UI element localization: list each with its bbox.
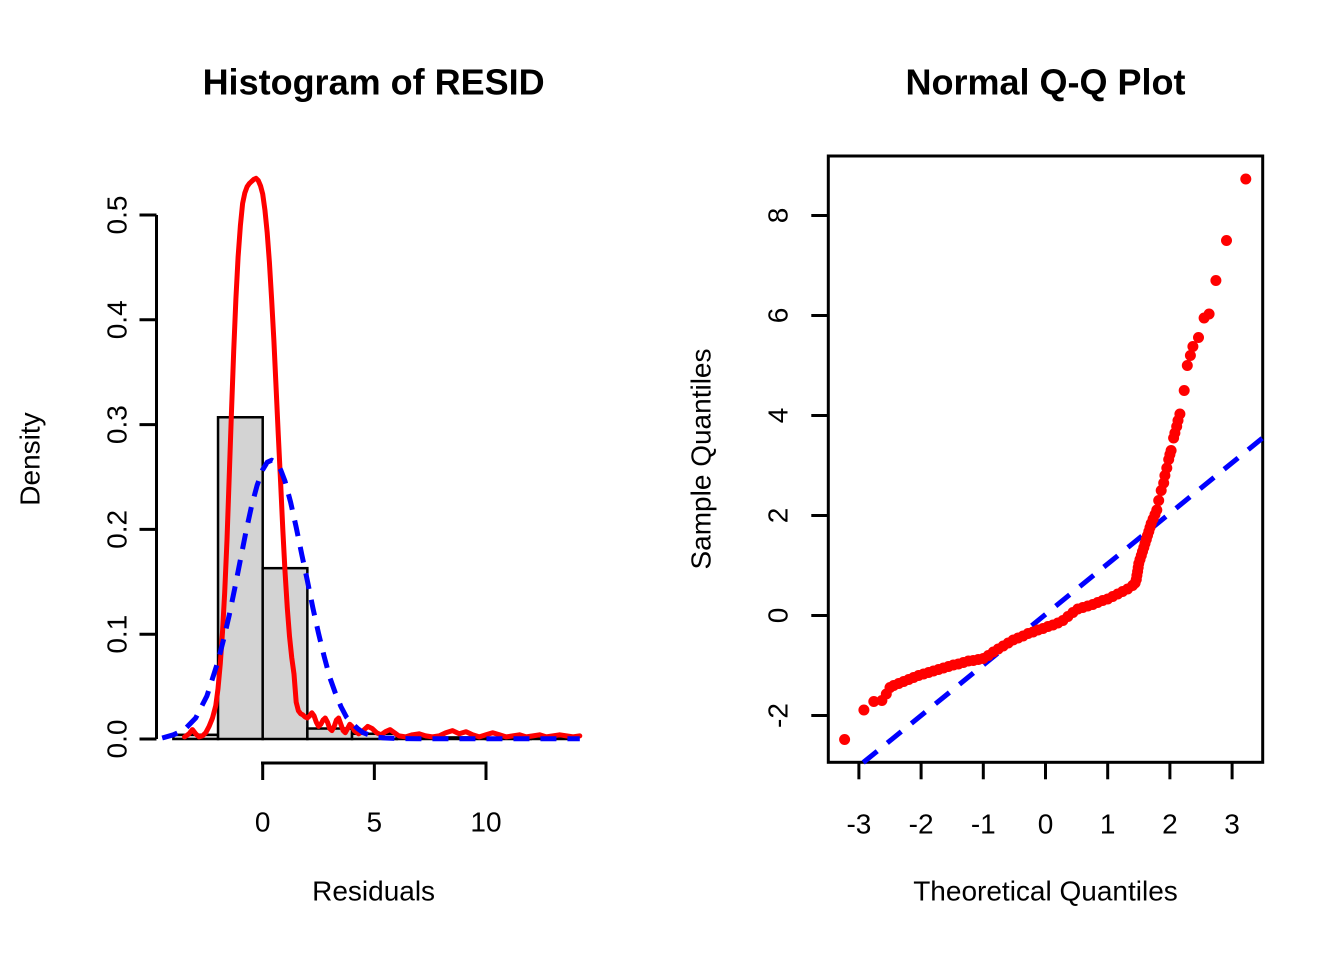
qq-point [1151,504,1163,516]
qq-x-tick-label: 1 [1100,809,1116,840]
qq-x-tick-label: 2 [1162,809,1178,840]
histogram-title: Histogram of RESID [203,62,545,103]
qq-xlabel: Theoretical Quantiles [913,876,1178,907]
qq-point [1161,462,1173,474]
normal-curve [161,457,580,742]
histogram-y-tick-label: 0.4 [102,300,133,339]
qq-y-tick-label: -2 [763,703,794,728]
qq-point [839,734,851,745]
histogram-y-tick-label: 0.2 [102,510,133,549]
qq-point [1210,275,1222,286]
qq-point [1174,408,1186,420]
qq-y-tick-label: 2 [763,508,794,524]
qq-title: Normal Q-Q Plot [905,62,1185,103]
qq-x-tick-label: 0 [1038,809,1054,840]
qq-plot-box [826,154,1265,764]
qq-y-tick-label: 6 [763,308,794,324]
qq-y-tick-label: 4 [763,408,794,424]
qq-reference-line [861,436,1265,765]
qq-point [1240,173,1252,185]
qq-x-tick-label: 3 [1224,809,1240,840]
qq-point [1178,385,1190,396]
qq-point [1187,341,1199,352]
qq-point [1181,360,1193,371]
histogram-x-tick-label: 5 [367,807,383,838]
histogram-y-tick-label: 0.5 [102,196,133,235]
qq-point [1221,235,1232,246]
qq-point [858,704,870,716]
qq-x-tick-label: -3 [846,809,871,840]
qq-y-tick-label: 0 [763,608,794,624]
qq-point [1153,495,1165,506]
kde-curve [182,175,583,740]
qq-point [868,696,880,707]
histogram-y-tick-label: 0.1 [102,615,133,654]
qq-point [1193,332,1204,343]
qq-x-tick-label: -1 [971,809,996,840]
qq-point [1203,308,1215,320]
histogram-y-tick-label: 0.3 [102,405,133,444]
qq-point [1184,350,1196,361]
histogram-y-tick-label: 0.0 [102,720,133,759]
histogram-x-tick-label: 0 [255,807,271,838]
qq-point [1165,445,1177,456]
qq-x-tick-label: -2 [909,809,934,840]
histogram-xlabel: Residuals [312,876,435,907]
qq-ylabel: Sample Quantiles [686,348,717,569]
histogram-x-tick-label: 10 [470,807,501,838]
histogram-ylabel: Density [15,412,46,505]
qq-y-tick-label: 8 [763,208,794,224]
